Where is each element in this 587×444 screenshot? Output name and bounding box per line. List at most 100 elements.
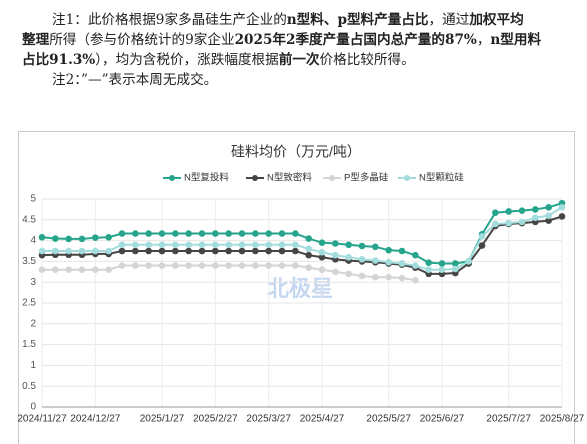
data-point bbox=[185, 262, 192, 269]
data-point bbox=[158, 247, 166, 255]
x-tick-label: 2024/12/27 bbox=[70, 414, 120, 425]
data-point bbox=[518, 207, 526, 214]
data-point bbox=[118, 262, 126, 269]
data-point bbox=[505, 208, 512, 215]
data-point bbox=[545, 217, 552, 224]
data-point bbox=[132, 247, 139, 255]
note-text: ， bbox=[476, 32, 491, 48]
data-point bbox=[198, 247, 206, 255]
data-point bbox=[265, 247, 272, 255]
data-point bbox=[265, 241, 272, 249]
data-point bbox=[52, 235, 59, 242]
data-point bbox=[292, 247, 299, 255]
data-point bbox=[358, 256, 366, 263]
data-point bbox=[292, 241, 299, 249]
data-point bbox=[172, 262, 179, 269]
data-point bbox=[478, 233, 486, 240]
data-point bbox=[65, 266, 72, 274]
data-point bbox=[425, 266, 432, 274]
data-point bbox=[198, 262, 206, 269]
y-tick-label: 3 bbox=[30, 277, 36, 288]
data-point bbox=[172, 247, 179, 255]
data-point bbox=[398, 274, 406, 282]
data-point bbox=[305, 235, 312, 242]
y-tick-label: 2 bbox=[30, 318, 36, 329]
data-point bbox=[252, 262, 259, 269]
data-point bbox=[398, 247, 406, 255]
data-point bbox=[278, 262, 286, 269]
data-point bbox=[65, 247, 72, 255]
watermark: 北极星 bbox=[267, 276, 333, 301]
data-point bbox=[478, 242, 486, 249]
y-tick-label: 1 bbox=[30, 360, 36, 371]
data-point bbox=[225, 241, 232, 249]
data-point bbox=[358, 272, 366, 280]
data-point bbox=[545, 204, 552, 211]
note-line: 整理所得（参与价格统计的9家企业2025年2季度产量占国内总产量的87%，n型用… bbox=[22, 30, 582, 50]
data-point bbox=[332, 268, 339, 276]
data-point bbox=[265, 230, 272, 237]
data-point bbox=[318, 253, 326, 261]
data-point bbox=[78, 235, 86, 243]
y-tick-label: 0 bbox=[30, 402, 36, 413]
data-point bbox=[212, 247, 219, 255]
legend-swatch bbox=[169, 175, 175, 181]
note-text: 前一次 bbox=[278, 52, 320, 68]
data-point bbox=[278, 230, 286, 237]
data-point bbox=[105, 247, 112, 255]
note-text: 价格比较所得。 bbox=[319, 52, 415, 68]
note-line: 占比91.3%），均为含税价，涨跌幅度根据前一次价格比较所得。 bbox=[22, 50, 582, 70]
data-point bbox=[38, 266, 46, 274]
data-point bbox=[145, 247, 152, 255]
x-tick-label: 2025/2/27 bbox=[193, 414, 238, 425]
data-point bbox=[372, 243, 379, 251]
data-point bbox=[318, 239, 326, 246]
data-point bbox=[305, 245, 312, 253]
data-point bbox=[225, 262, 232, 269]
data-point bbox=[38, 233, 46, 241]
data-point bbox=[225, 230, 232, 237]
note-text: 2025年2季度产量占国内总产量的87% bbox=[234, 32, 477, 48]
x-tick-label: 2025/8/27 bbox=[540, 414, 585, 425]
data-point bbox=[318, 248, 326, 256]
data-point bbox=[105, 233, 112, 241]
note-text: 整理 bbox=[22, 32, 50, 48]
data-point bbox=[212, 241, 219, 249]
y-tick-label: 5 bbox=[30, 194, 36, 205]
data-point bbox=[332, 251, 339, 259]
chart-title: 硅料均价（万元/吨） bbox=[231, 144, 361, 160]
data-point bbox=[185, 230, 192, 237]
data-point bbox=[132, 241, 139, 249]
note-text: 所得（参与价格统计的9家企业 bbox=[49, 32, 235, 48]
data-point bbox=[252, 230, 259, 237]
legend-swatch bbox=[404, 175, 410, 181]
legend-swatch bbox=[329, 175, 335, 181]
legend-label: P型多晶硅 bbox=[344, 172, 389, 184]
x-tick-label: 2025/5/27 bbox=[366, 414, 411, 425]
data-point bbox=[118, 241, 126, 249]
data-point bbox=[332, 240, 339, 247]
note-text: ），均为含税价，涨跌幅度根据 bbox=[95, 52, 279, 68]
data-point bbox=[238, 230, 246, 237]
data-point bbox=[198, 241, 206, 249]
data-point bbox=[518, 218, 526, 226]
x-tick-label: 2025/6/27 bbox=[420, 414, 465, 425]
note-text: n型用料 bbox=[490, 32, 542, 48]
data-point bbox=[158, 241, 166, 249]
y-tick-label: 2.5 bbox=[22, 298, 36, 309]
data-point bbox=[318, 266, 326, 274]
data-point bbox=[118, 247, 126, 255]
data-point bbox=[345, 270, 352, 278]
data-point bbox=[238, 262, 246, 269]
data-point bbox=[198, 230, 206, 237]
data-point bbox=[438, 260, 446, 267]
note-text: 加权平均 bbox=[469, 12, 524, 28]
data-point bbox=[212, 230, 219, 237]
data-point bbox=[385, 246, 392, 254]
data-point bbox=[398, 260, 406, 267]
data-point bbox=[532, 214, 539, 222]
data-point bbox=[145, 262, 152, 269]
data-point bbox=[292, 230, 299, 237]
data-point bbox=[345, 253, 352, 261]
data-point bbox=[278, 247, 286, 255]
